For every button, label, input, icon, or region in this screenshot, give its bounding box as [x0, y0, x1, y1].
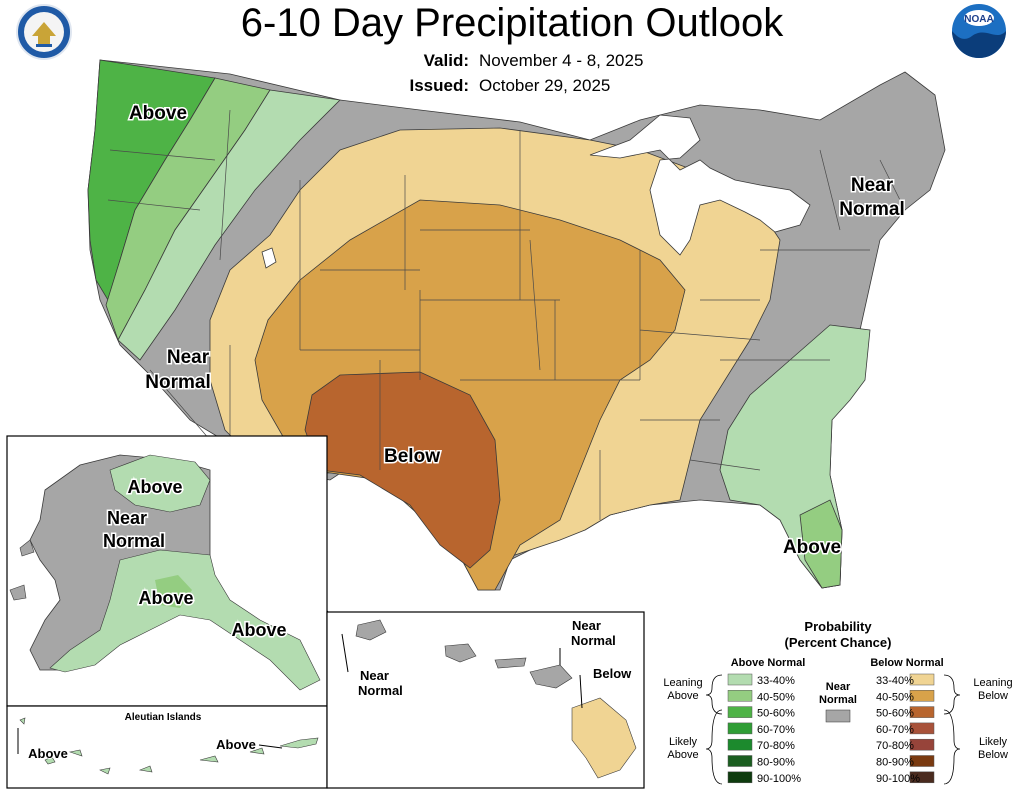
issued-label: Issued:: [409, 76, 469, 95]
below-zone-strong: [304, 371, 501, 569]
aleutian-label-above-right: Above: [216, 737, 256, 752]
legend-above-header: Above Normal: [731, 657, 806, 669]
oahu: [444, 643, 477, 663]
above-zone-se-strong: [799, 499, 843, 589]
legend-above-label-1: 40-50%: [757, 691, 795, 703]
legend-above-swatch-4: [727, 738, 753, 751]
legend-below-swatch-6: [909, 771, 935, 784]
legend-below-label-2: 50-60%: [876, 708, 914, 720]
big-island: [571, 697, 637, 779]
hawaii-inset: Near Normal Near Normal Below: [326, 611, 645, 789]
conus-label-near-ne-2: Normal: [839, 199, 904, 220]
header: NOAA 6-10 Day Precipitation Outlook Vali…: [16, 1, 1006, 95]
legend-below-header: Below Normal: [870, 657, 943, 669]
legend-braces: [705, 674, 961, 785]
legend-near-2: Normal: [819, 694, 857, 706]
legend-above-swatch-3: [727, 722, 753, 735]
legend-below-swatch-5: [909, 755, 935, 767]
legend-above-label-5: 80-90%: [757, 757, 795, 769]
alaska-label-near-2: Normal: [103, 531, 165, 551]
aleutian-title: Aleutian Islands: [125, 712, 202, 723]
alaska-label-above-south: Above: [138, 588, 193, 608]
legend-below-swatch-1: [909, 690, 935, 702]
aleutian-chain: [19, 717, 319, 775]
aleutian-inset: Aleutian Islands Above Above: [6, 705, 328, 789]
legend-below-label-1: 40-50%: [876, 691, 914, 703]
hawaii-label-below: Below: [593, 666, 632, 681]
above-zone-nw-lean2: [117, 89, 341, 361]
commerce-seal-logo: [16, 4, 72, 60]
conus-label-near-w-1: Near: [167, 347, 210, 368]
conus-label-below: Below: [384, 446, 440, 467]
legend-above-label-4: 70-80%: [757, 740, 795, 752]
great-lakes: [589, 114, 811, 256]
legend-below-label-6: 90-100%: [876, 773, 920, 785]
hawaii-label-near-left-1: Near: [360, 668, 389, 683]
legend-subtitle: (Percent Chance): [785, 635, 892, 650]
state-lines: [107, 109, 901, 520]
valid-label: Valid:: [424, 51, 469, 70]
legend-below-label-4: 70-80%: [876, 740, 914, 752]
legend-below-label-3: 60-70%: [876, 724, 914, 736]
alaska-label-above-north: Above: [127, 477, 182, 497]
hawaii-label-near-top-2: Normal: [571, 633, 616, 648]
legend-likely-above-1: Likely: [669, 736, 698, 748]
kauai: [355, 619, 387, 641]
hawaii-label-near-top-1: Near: [572, 618, 601, 633]
hawaii-label-near-left-2: Normal: [358, 683, 403, 698]
legend-title: Probability: [804, 619, 872, 634]
noaa-logo-text: NOAA: [964, 14, 993, 25]
legend-above-swatch-1: [727, 690, 753, 702]
valid-date: November 4 - 8, 2025: [479, 51, 643, 70]
legend-below-swatch-0: [909, 673, 935, 686]
legend-above-swatch-2: [727, 706, 753, 718]
legend-above-swatch-5: [727, 755, 753, 767]
alaska-label-above-southeast: Above: [231, 620, 286, 640]
noaa-logo: NOAA: [952, 4, 1006, 58]
molokai: [494, 657, 527, 669]
legend-above-swatches: 33-40% 40-50% 50-60% 60-70% 70-80% 80-90% 90-1…: [727, 673, 801, 785]
legend-above-swatch-0: [727, 673, 753, 686]
alaska-label-near-1: Near: [107, 508, 147, 528]
legend-likely-below-1: Likely: [979, 736, 1008, 748]
alaska-above-north: [109, 454, 211, 513]
conus-label-above-nw: Above: [129, 103, 187, 124]
maui: [529, 664, 573, 689]
legend-below-swatches: 33-40% 40-50% 50-60% 60-70% 70-80% 80-90% 90-1…: [876, 673, 935, 785]
legend-leaning-above-2: Above: [667, 690, 698, 702]
legend-below-label-0: 33-40%: [876, 675, 914, 687]
legend: Probability (Percent Chance) Above Norma…: [663, 619, 1012, 785]
conus-label-near-ne-1: Near: [851, 175, 894, 196]
alaska-inset: Above Near Normal Above Above: [6, 435, 329, 707]
legend-above-swatch-6: [727, 771, 753, 784]
legend-above-label-6: 90-100%: [757, 773, 801, 785]
alaska-above-south: [49, 549, 321, 691]
legend-leaning-above-1: Leaning: [663, 677, 702, 689]
legend-above-label-0: 33-40%: [757, 675, 795, 687]
legend-above-label-2: 50-60%: [757, 708, 795, 720]
legend-above-label-3: 60-70%: [757, 724, 795, 736]
alaska-above-south-core: [155, 575, 192, 608]
legend-near-1: Near: [826, 681, 851, 693]
legend-leaning-below-2: Below: [978, 690, 1008, 702]
legend-likely-above-2: Above: [667, 749, 698, 761]
great-salt-lake: [261, 247, 277, 269]
legend-below-swatch-4: [909, 738, 935, 751]
alaska-peninsula: [9, 539, 35, 601]
legend-below-label-5: 80-90%: [876, 757, 914, 769]
page-title: 6-10 Day Precipitation Outlook: [241, 1, 785, 45]
legend-below-swatch-2: [909, 706, 935, 718]
legend-likely-below-2: Below: [978, 749, 1008, 761]
legend-leaning-below-1: Leaning: [973, 677, 1012, 689]
legend-below-swatch-3: [909, 722, 935, 735]
legend-near-normal-swatch: [825, 709, 851, 723]
conus-label-above-se: Above: [783, 537, 841, 558]
issued-date: October 29, 2025: [479, 76, 610, 95]
conus-label-near-w-2: Normal: [145, 372, 210, 393]
aleutian-label-above-left: Above: [28, 746, 68, 761]
